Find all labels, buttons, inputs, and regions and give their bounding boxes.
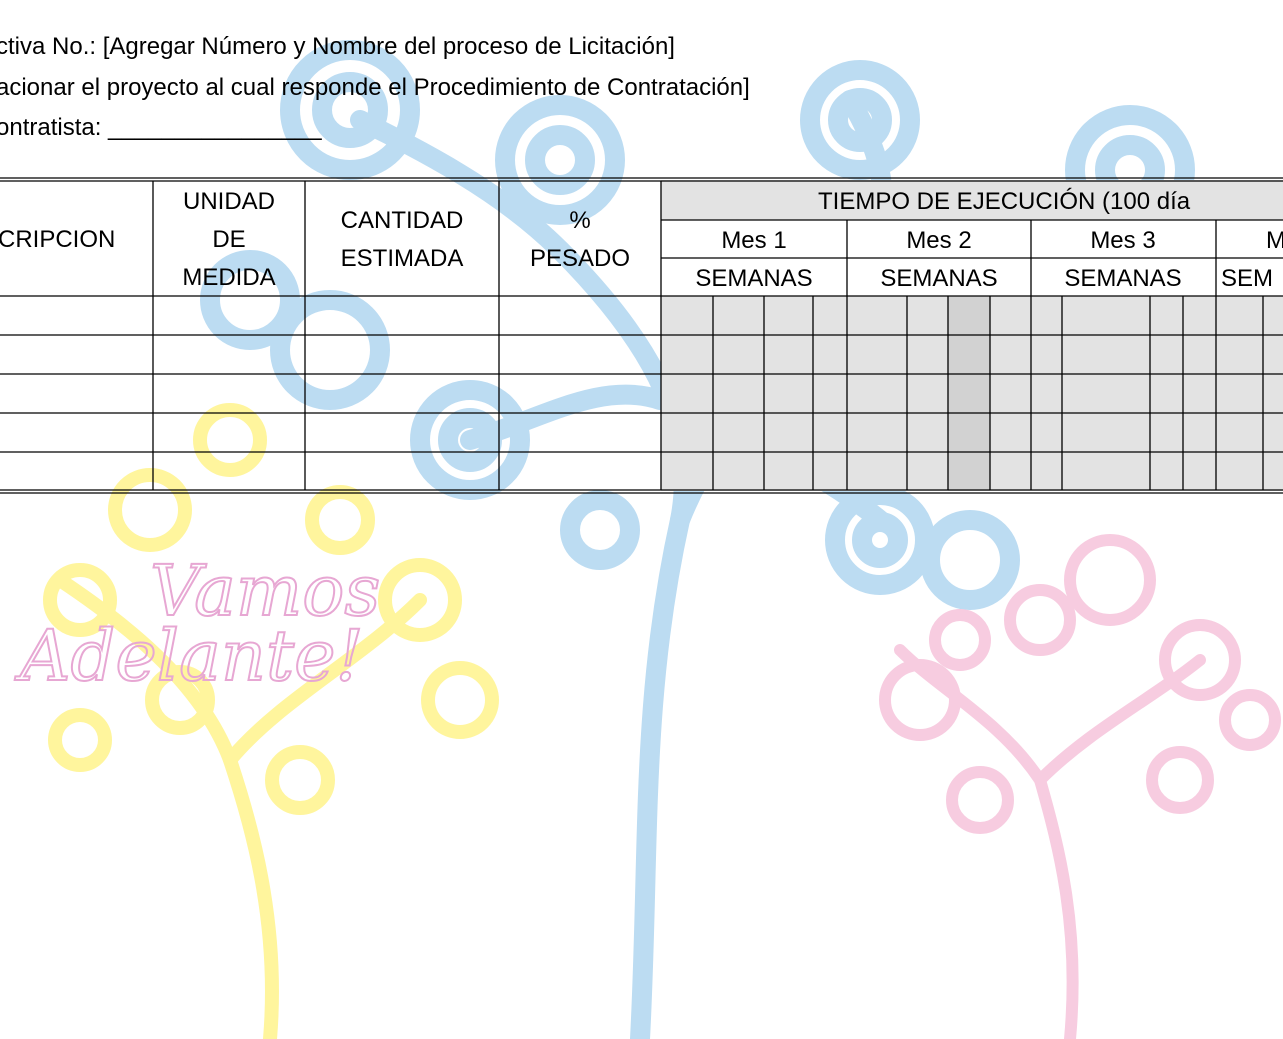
decorative-text: Vamos (150, 550, 380, 632)
schedule-table: CRIPCION UNIDAD DE MEDIDA CANTIDAD ESTIM… (0, 177, 1283, 494)
header-line: acionar el proyecto al cual responde el … (0, 74, 750, 101)
column-header: MEDIDA (182, 264, 275, 291)
background-trees: Vamos Adelante! (13, 40, 1281, 1039)
column-header: DE (212, 226, 245, 253)
column-header: PESADO (530, 245, 630, 272)
month-label: Mes 2 (906, 227, 971, 254)
header-line: ontratista: ________________ (0, 114, 322, 141)
header-line: ctiva No.: [Agregar Número y Nombre del … (0, 33, 675, 60)
column-header: UNIDAD (183, 188, 275, 215)
column-header: CRIPCION (0, 226, 115, 253)
month-label: M (1266, 227, 1283, 254)
column-header: % (569, 207, 590, 234)
decorative-text: Adelante! (14, 615, 364, 697)
column-header: ESTIMADA (341, 245, 464, 272)
weeks-label: SEMANAS (880, 265, 997, 292)
column-header: CANTIDAD (341, 207, 464, 234)
month-label: Mes 1 (721, 227, 786, 254)
weeks-label: SEMANAS (695, 265, 812, 292)
month-label: Mes 3 (1090, 227, 1155, 254)
weeks-label: SEMANAS (1064, 265, 1181, 292)
weeks-label: SEM (1221, 265, 1273, 292)
time-header: TIEMPO DE EJECUCIÓN (100 día (818, 188, 1191, 215)
gantt-highlight (948, 296, 990, 491)
